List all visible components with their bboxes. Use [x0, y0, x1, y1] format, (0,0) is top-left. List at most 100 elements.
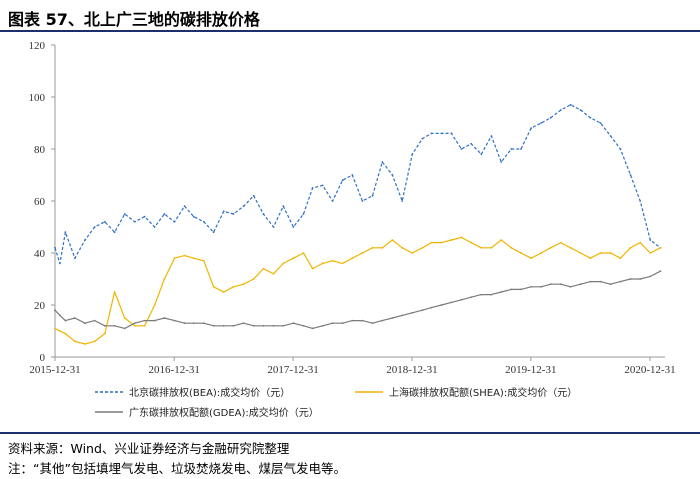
series-2-point	[619, 280, 622, 283]
series-0-point	[450, 132, 453, 135]
series-1-point	[450, 239, 453, 241]
y-tick-label: 120	[29, 40, 46, 52]
series-0-point	[272, 226, 275, 228]
series-2-point	[84, 322, 86, 325]
series-1-point	[589, 257, 592, 260]
x-tick-label: 2018-12-31	[386, 364, 437, 376]
series-line-1	[54, 236, 661, 345]
series-0-point	[183, 205, 186, 208]
series-2-point	[232, 324, 235, 327]
top-divider	[0, 30, 700, 32]
series-1-point	[351, 257, 354, 260]
series-2-point	[331, 322, 334, 325]
series-2-point	[282, 324, 285, 327]
footnote: 注：“其他”包括填埋气发电、垃圾焚烧发电、煤层气发电等。	[8, 461, 346, 476]
series-2-point	[510, 288, 513, 291]
series-1-point	[192, 257, 195, 260]
series-0-point	[262, 213, 265, 215]
series-0-point	[153, 226, 156, 228]
y-tick-label: 20	[34, 300, 46, 312]
series-0-point	[212, 231, 215, 234]
x-tick-label: 2016-12-31	[149, 364, 200, 376]
series-1-point	[262, 267, 265, 270]
series-1-point	[490, 246, 493, 249]
series-0-point	[311, 187, 314, 189]
series-1-point	[54, 327, 56, 330]
series-1-point	[212, 285, 215, 288]
series-1-point	[242, 283, 245, 286]
series-2-point	[202, 322, 205, 325]
series-1-point	[183, 254, 186, 257]
y-axis-ticks: 0 20 40 60 80 100 120	[29, 40, 55, 364]
series-2-point	[173, 319, 176, 322]
series-1-point	[619, 257, 622, 260]
series-0-point	[341, 179, 344, 182]
series-1-point	[252, 278, 255, 280]
series-0-point	[361, 200, 364, 202]
series-2-point	[292, 322, 295, 325]
series-2-point	[569, 285, 572, 288]
series-1-point	[93, 340, 96, 343]
series-1-point	[133, 324, 136, 327]
series-1-point	[84, 343, 86, 345]
series-2-point	[212, 324, 215, 327]
series-0-point	[530, 127, 532, 130]
series-2-point	[192, 322, 195, 325]
series-0-point	[411, 153, 414, 156]
series-1-point	[530, 257, 532, 260]
series-1-point	[381, 246, 384, 249]
series-2-point	[490, 293, 493, 296]
series-line-2	[54, 270, 661, 329]
series-2-point	[659, 270, 662, 273]
series-0-point	[163, 213, 166, 215]
series-0-point	[381, 161, 384, 163]
bottom-divider	[0, 432, 700, 434]
series-2-point	[460, 298, 463, 301]
series-2-point	[64, 319, 67, 322]
series-2-point	[54, 309, 56, 312]
series-0-point	[559, 109, 562, 111]
series-0-point	[222, 210, 225, 213]
series-2-point	[222, 324, 225, 327]
y-tick-label: 0	[40, 352, 46, 364]
series-1-point	[153, 304, 156, 306]
series-0-point	[549, 116, 552, 119]
series-0-point	[302, 213, 305, 215]
series-0-point	[609, 135, 612, 137]
series-1-point	[222, 291, 225, 293]
series-0-point	[113, 231, 116, 234]
series-1-point	[579, 252, 582, 254]
series-0-point	[321, 184, 324, 187]
series-2-point	[242, 322, 245, 325]
series-0-point	[54, 246, 56, 249]
series-0-point	[540, 122, 543, 124]
series-0-point	[59, 262, 61, 265]
x-tick-label: 2017-12-31	[267, 364, 318, 376]
series-2-point	[302, 324, 305, 327]
series-1-point	[440, 241, 443, 244]
x-tick-label: 2019-12-31	[505, 364, 556, 376]
series-1-point	[232, 285, 235, 288]
series-2-point	[371, 322, 374, 325]
series-0-point	[331, 200, 334, 202]
series-1-point	[361, 252, 364, 254]
series-2-point	[500, 291, 503, 293]
series-1-point	[609, 252, 612, 254]
series-0-point	[629, 174, 632, 176]
series-0-point	[649, 239, 652, 241]
series-0-point	[371, 194, 374, 197]
x-tick-label: 2020-12-31	[624, 364, 675, 376]
series-0-point	[510, 148, 513, 150]
series-2-point	[163, 317, 166, 319]
series-1-point	[282, 262, 285, 265]
series-2-point	[183, 322, 186, 325]
series-2-point	[341, 322, 344, 325]
series-1-point	[401, 246, 404, 249]
series-2-point	[401, 314, 404, 317]
series-0-point	[520, 148, 522, 150]
series-2-point	[589, 280, 592, 283]
series-0-point	[569, 103, 572, 106]
series-2-point	[480, 293, 483, 296]
series-1-point	[113, 291, 116, 293]
